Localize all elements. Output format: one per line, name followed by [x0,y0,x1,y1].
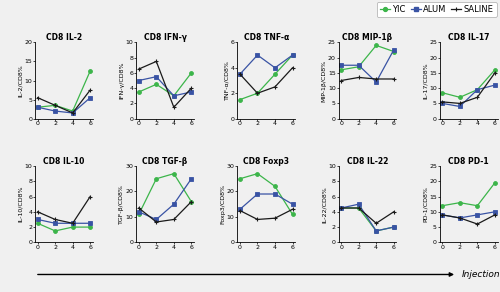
Y-axis label: IL-10/CD8%: IL-10/CD8% [18,186,23,223]
Y-axis label: PD-1/CD8%: PD-1/CD8% [422,186,428,222]
Y-axis label: IFN-γ/CD8%: IFN-γ/CD8% [120,62,124,99]
Title: CD8 IL-17: CD8 IL-17 [448,33,490,42]
Y-axis label: IL-22/CD8%: IL-22/CD8% [322,186,326,223]
Legend: YIC, ALUM, SALINE: YIC, ALUM, SALINE [376,2,496,17]
Title: CD8 IL-2: CD8 IL-2 [46,33,82,42]
Title: CD8 TNF-α: CD8 TNF-α [244,33,289,42]
Title: CD8 IL-10: CD8 IL-10 [43,157,84,166]
Title: CD8 Foxp3: CD8 Foxp3 [243,157,289,166]
Title: CD8 IFN-γ: CD8 IFN-γ [144,33,186,42]
Title: CD8 MIP-1β: CD8 MIP-1β [342,33,392,42]
Y-axis label: MIP-1β/CD8%: MIP-1β/CD8% [322,60,326,102]
Title: CD8 IL-22: CD8 IL-22 [346,157,388,166]
Y-axis label: Foxp3/CD8%: Foxp3/CD8% [220,184,226,224]
Y-axis label: IL-17/CD8%: IL-17/CD8% [422,62,428,99]
Text: Injection: Injection [462,270,500,279]
Y-axis label: TNF-α/CD8%: TNF-α/CD8% [224,60,229,100]
Y-axis label: IL-2/CD8%: IL-2/CD8% [18,64,23,97]
Y-axis label: TGF-β/CD8%: TGF-β/CD8% [119,184,124,224]
Title: CD8 TGF-β: CD8 TGF-β [142,157,188,166]
Title: CD8 PD-1: CD8 PD-1 [448,157,489,166]
